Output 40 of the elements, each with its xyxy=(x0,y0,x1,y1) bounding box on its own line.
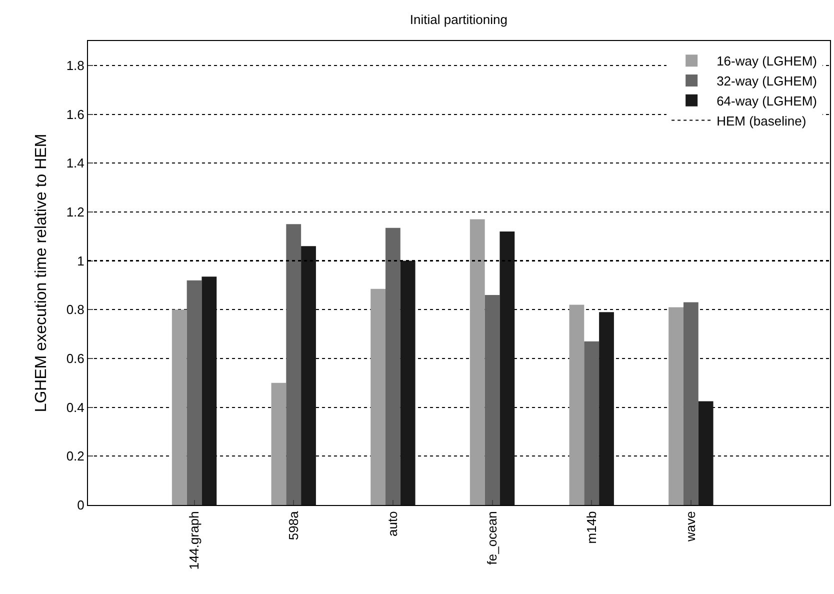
y-tick-label: 1.6 xyxy=(66,106,84,122)
y-tick-label: 0.6 xyxy=(66,351,84,366)
bar xyxy=(569,304,584,505)
bar xyxy=(484,294,500,505)
bar xyxy=(301,246,316,505)
x-tick-label: wave xyxy=(683,511,698,543)
bar xyxy=(599,312,614,505)
y-tick-label: 0.2 xyxy=(66,448,84,464)
bar xyxy=(172,310,187,505)
bar xyxy=(400,260,416,505)
y-tick-label: 1.4 xyxy=(66,156,84,171)
bar xyxy=(286,224,302,505)
y-tick-label: 1.2 xyxy=(66,204,84,220)
x-tick-label: 598a xyxy=(286,510,301,540)
y-tick-label: 0.8 xyxy=(66,302,84,318)
bar xyxy=(500,231,515,505)
bar xyxy=(370,288,386,505)
bar xyxy=(668,307,684,505)
x-tick-label: m14b xyxy=(584,511,599,544)
legend-label: HEM (baseline) xyxy=(716,113,806,128)
bar xyxy=(470,219,485,505)
bar xyxy=(271,382,286,505)
legend-label: 32-way (LGHEM) xyxy=(716,74,817,89)
x-tick-label: fe_ocean xyxy=(484,511,500,565)
y-tick-label: 0.4 xyxy=(66,400,84,415)
bar xyxy=(202,276,217,505)
x-tick-label: auto xyxy=(385,511,400,537)
bar xyxy=(698,401,714,505)
y-tick-label: 0 xyxy=(77,498,84,513)
legend-label: 16-way (LGHEM) xyxy=(716,54,817,69)
bar xyxy=(683,302,698,505)
bar xyxy=(386,228,400,505)
y-tick-label: 1 xyxy=(77,253,84,268)
y-tick-label: 1.8 xyxy=(66,58,84,73)
chart-title: Initial partitioning xyxy=(410,12,508,27)
legend-label: 64-way (LGHEM) xyxy=(716,93,817,108)
y-axis-title: LGHEM execution time relative to HEM xyxy=(33,134,50,412)
bar xyxy=(584,341,600,505)
bar xyxy=(186,280,202,505)
x-tick-label: 144.graph xyxy=(186,511,202,570)
